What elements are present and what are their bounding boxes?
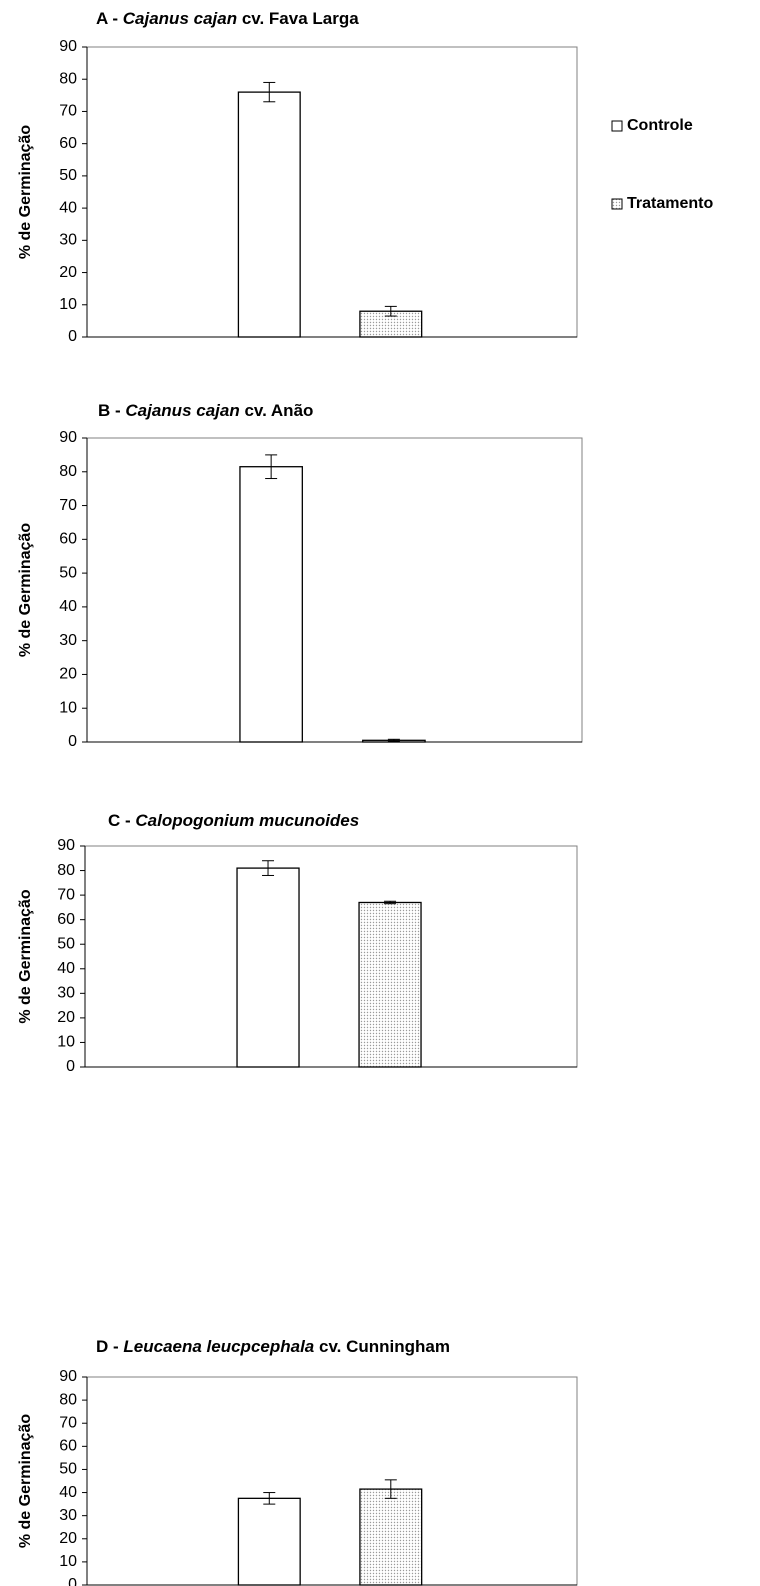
y-tick-label: 20 — [59, 264, 77, 281]
title-part: A - — [96, 9, 123, 28]
y-tick-label: 10 — [59, 1553, 77, 1570]
y-tick-label: 90 — [57, 837, 75, 854]
y-tick-label: 70 — [59, 497, 77, 514]
y-tick-label: 50 — [59, 167, 77, 184]
plot-area — [84, 845, 578, 1068]
y-tick-label: 30 — [59, 632, 77, 649]
error-bar — [263, 81, 276, 103]
y-axis-label: % de Germinação — [17, 125, 34, 260]
y-tick-label: 60 — [57, 911, 75, 928]
error-bar — [387, 738, 400, 742]
bar — [359, 1488, 423, 1586]
error-bar — [384, 305, 397, 317]
chart-title: D - Leucaena leucpcephala cv. Cunningham — [96, 1337, 450, 1356]
chart-title: C - Calopogonium mucunoides — [108, 811, 359, 830]
bar — [236, 867, 300, 1068]
y-tick-label: 40 — [59, 199, 77, 216]
plot-area — [86, 46, 578, 338]
y-tick-label: 40 — [59, 1484, 77, 1501]
y-tick-label: 50 — [59, 564, 77, 581]
y-tick-label: 60 — [59, 135, 77, 152]
title-part: Cajanus cajan — [125, 401, 239, 420]
y-tick-label: 0 — [68, 1576, 77, 1586]
y-tick-label: 30 — [59, 1507, 77, 1524]
y-tick-label: 90 — [59, 429, 77, 446]
y-axis-label: % de Germinação — [17, 889, 34, 1024]
title-part: cv. Anão — [240, 401, 314, 420]
y-tick-label: 70 — [57, 886, 75, 903]
y-tick-label: 30 — [59, 232, 77, 249]
chart-title: B - Cajanus cajan cv. Anão — [98, 401, 313, 420]
error-bar — [262, 860, 275, 876]
y-tick-label: 0 — [68, 328, 77, 345]
y-tick-label: 10 — [59, 296, 77, 313]
y-tick-label: 80 — [59, 1391, 77, 1408]
bar — [237, 1497, 301, 1586]
legend-swatch — [611, 120, 623, 132]
title-part: cv. Cunningham — [314, 1337, 450, 1356]
y-axis-label: % de Germinação — [17, 523, 34, 658]
legend-label: Tratamento — [627, 195, 713, 212]
y-tick-label: 70 — [59, 103, 77, 120]
y-axis-label: % de Germinação — [17, 1414, 34, 1549]
bar — [358, 901, 422, 1068]
y-tick-label: 40 — [59, 598, 77, 615]
y-tick-label: 40 — [57, 960, 75, 977]
error-bar — [384, 1479, 397, 1499]
y-tick-label: 30 — [57, 985, 75, 1002]
plot-area — [86, 437, 583, 743]
title-part: D - — [96, 1337, 123, 1356]
y-tick-label: 0 — [66, 1058, 75, 1075]
legend-swatch — [611, 198, 623, 210]
title-part: Calopogonium mucunoides — [135, 811, 359, 830]
y-tick-label: 10 — [59, 699, 77, 716]
y-tick-label: 90 — [59, 1368, 77, 1385]
title-part: Cajanus cajan — [123, 9, 237, 28]
plot-area — [86, 1376, 578, 1586]
y-tick-label: 10 — [57, 1034, 75, 1051]
legend-label: Controle — [627, 117, 693, 134]
y-tick-label: 80 — [59, 463, 77, 480]
y-tick-label: 50 — [59, 1461, 77, 1478]
y-tick-label: 0 — [68, 733, 77, 750]
y-tick-label: 60 — [59, 531, 77, 548]
y-tick-label: 80 — [59, 70, 77, 87]
title-part: B - — [98, 401, 125, 420]
y-tick-label: 70 — [59, 1414, 77, 1431]
chart-title: A - Cajanus cajan cv. Fava Larga — [96, 9, 359, 28]
y-tick-label: 50 — [57, 935, 75, 952]
bar — [239, 466, 303, 743]
y-tick-label: 20 — [59, 1530, 77, 1547]
error-bar — [263, 1492, 276, 1505]
bar — [237, 91, 301, 338]
title-part: C - — [108, 811, 135, 830]
y-tick-label: 20 — [59, 666, 77, 683]
y-tick-label: 80 — [57, 862, 75, 879]
title-part: cv. Fava Larga — [237, 9, 359, 28]
y-tick-label: 60 — [59, 1438, 77, 1455]
y-tick-label: 20 — [57, 1009, 75, 1026]
error-bar — [384, 900, 397, 905]
title-part: Leucaena leucpcephala — [123, 1337, 314, 1356]
error-bar — [265, 454, 278, 480]
y-tick-label: 90 — [59, 38, 77, 55]
